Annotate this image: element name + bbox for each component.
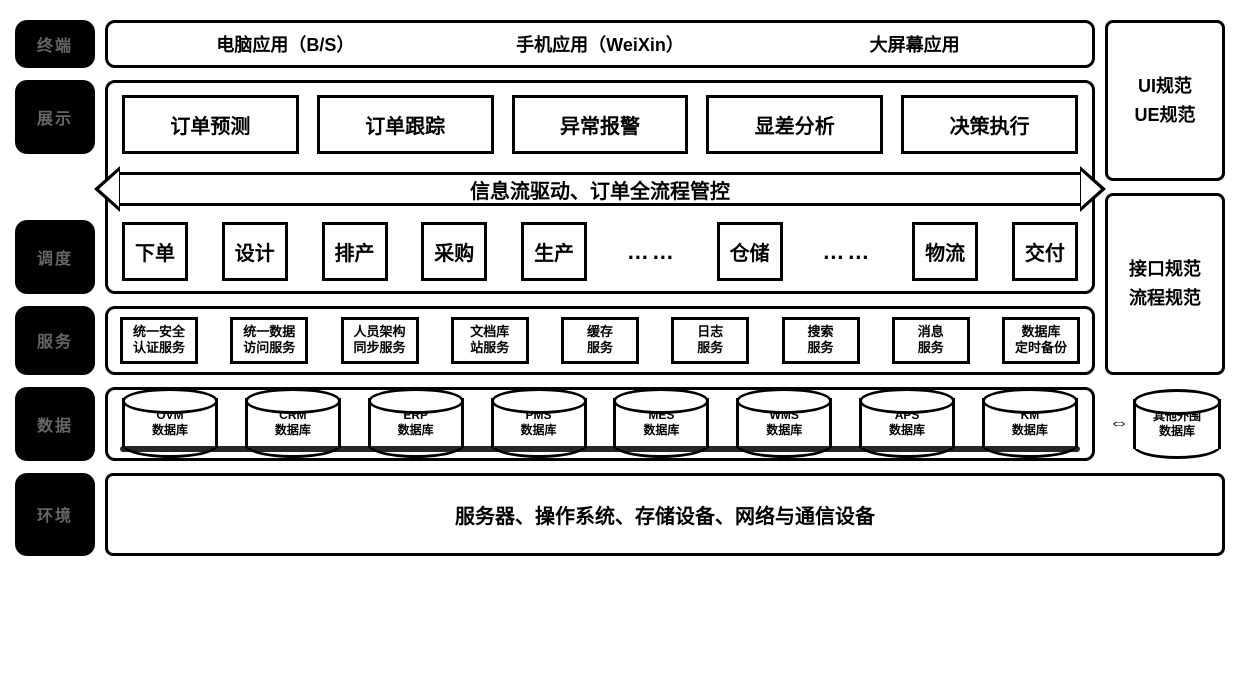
svc-log: 日志服务 (671, 317, 749, 364)
process-spec: 流程规范 (1129, 284, 1201, 313)
step-order: 下单 (122, 222, 188, 281)
step-dots-2: …… (816, 239, 878, 265)
terminal-mobile: 手机应用（WeiXin） (443, 31, 758, 57)
svc-msg: 消息服务 (892, 317, 970, 364)
db-ovm: OVM数据库 (122, 398, 218, 448)
label-dispatch: 调度 (15, 220, 95, 294)
label-display: 展示 (15, 80, 95, 154)
step-purchase: 采购 (421, 222, 487, 281)
step-delivery: 交付 (1012, 222, 1078, 281)
db-pms: PMS数据库 (491, 398, 587, 448)
db-aps: APS数据库 (859, 398, 955, 448)
db-crm: CRM数据库 (245, 398, 341, 448)
presentation-layer: 订单预测 订单跟踪 异常报警 显差分析 决策执行 信息流驱动、订单全流程管控 下… (105, 80, 1095, 294)
db-km: KM数据库 (982, 398, 1078, 448)
label-service: 服务 (15, 306, 95, 375)
ue-spec: UE规范 (1134, 101, 1195, 130)
svc-hr: 人员架构同步服务 (341, 317, 419, 364)
step-design: 设计 (222, 222, 288, 281)
data-row: OVM数据库 CRM数据库 ERP数据库 PMS数据库 MES数据库 WMS数据… (105, 387, 1095, 461)
label-terminal: 终端 (15, 20, 95, 68)
svc-search: 搜索服务 (782, 317, 860, 364)
db-mes: MES数据库 (613, 398, 709, 448)
db-wms: WMS数据库 (736, 398, 832, 448)
services-row: 统一安全认证服务 统一数据访问服务 人员架构同步服务 文档库站服务 缓存服务 日… (105, 306, 1095, 375)
step-warehouse: 仓储 (717, 222, 783, 281)
terminal-screen: 大屏幕应用 (757, 31, 1072, 57)
svc-doc: 文档库站服务 (451, 317, 529, 364)
terminal-row: 电脑应用（B/S） 手机应用（WeiXin） 大屏幕应用 (105, 20, 1095, 68)
ext-db-col: ⇔ 其他外围数据库 (1105, 387, 1225, 461)
terminal-pc: 电脑应用（B/S） (128, 31, 443, 57)
order-forecast: 订单预测 (122, 95, 299, 154)
label-env: 环境 (15, 473, 95, 556)
db-external: 其他外围数据库 (1133, 399, 1221, 449)
interface-spec: 接口规范 (1129, 255, 1201, 284)
exception-alarm: 异常报警 (512, 95, 689, 154)
order-track: 订单跟踪 (317, 95, 494, 154)
label-data: 数据 (15, 387, 95, 461)
env-text: 服务器、操作系统、存储设备、网络与通信设备 (455, 500, 875, 529)
svc-auth: 统一安全认证服务 (120, 317, 198, 364)
env-row: 服务器、操作系统、存储设备、网络与通信设备 (105, 473, 1225, 556)
bidirectional-icon: ⇔ (1109, 412, 1129, 435)
flow-banner: 信息流驱动、订单全流程管控 (94, 166, 1106, 212)
svc-cache: 缓存服务 (561, 317, 639, 364)
interface-process-spec: 接口规范 流程规范 (1105, 193, 1225, 375)
ui-spec: UI规范 (1138, 72, 1192, 101)
step-produce: 生产 (521, 222, 587, 281)
presentation-top: 订单预测 订单跟踪 异常报警 显差分析 决策执行 (122, 95, 1078, 154)
architecture-diagram: 终端 电脑应用（B/S） 手机应用（WeiXin） 大屏幕应用 UI规范 UE规… (15, 20, 1225, 556)
ui-ue-spec: UI规范 UE规范 (1105, 20, 1225, 181)
process-steps: 下单 设计 排产 采购 生产 …… 仓储 …… 物流 交付 (122, 222, 1078, 281)
step-schedule: 排产 (322, 222, 388, 281)
svc-backup: 数据库定时备份 (1002, 317, 1080, 364)
db-erp: ERP数据库 (368, 398, 464, 448)
svc-data: 统一数据访问服务 (230, 317, 308, 364)
flow-banner-text: 信息流驱动、订单全流程管控 (470, 175, 730, 204)
step-logistics: 物流 (912, 222, 978, 281)
variance-analysis: 显差分析 (706, 95, 883, 154)
step-dots-1: …… (621, 239, 683, 265)
decision-exec: 决策执行 (901, 95, 1078, 154)
